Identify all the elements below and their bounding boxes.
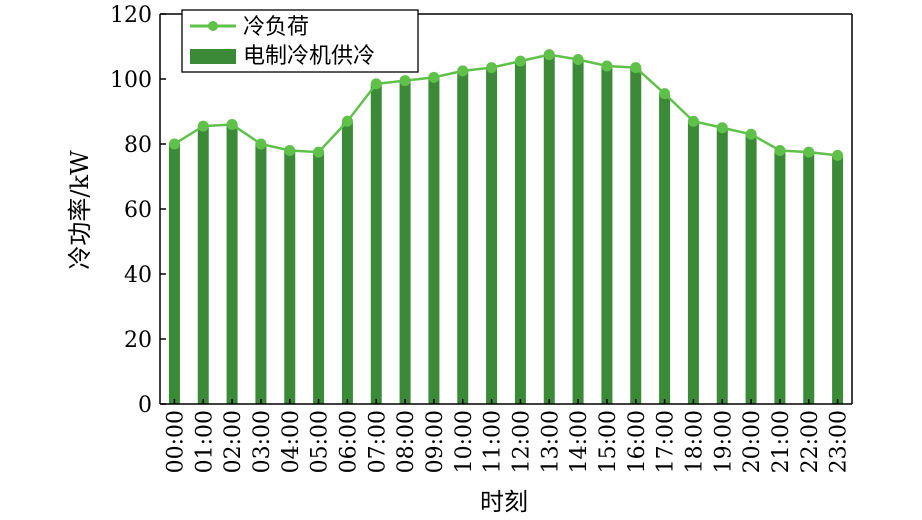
cooling-load-point-0800: [399, 75, 411, 87]
bar-1800: [687, 121, 699, 404]
x-tick-label-1400: 14:00: [567, 410, 592, 473]
x-tick-label-0200: 02:00: [221, 410, 246, 473]
x-tick-label-1700: 17:00: [654, 410, 679, 473]
x-tick-label-1000: 10:00: [452, 410, 477, 473]
bar-1000: [457, 70, 469, 404]
bar-0600: [341, 121, 353, 404]
bar-0700: [370, 83, 382, 404]
x-tick-label-2200: 22:00: [798, 410, 823, 473]
x-tick-label-1800: 18:00: [682, 410, 707, 473]
bar-1300: [543, 54, 555, 404]
y-tick-label-0: 0: [138, 393, 152, 418]
y-axis-title: 冷功率/kW: [66, 150, 94, 270]
cooling-load-point-1100: [486, 62, 498, 74]
bar-2300: [832, 155, 844, 404]
y-tick-label-100: 100: [110, 68, 152, 93]
x-tick-label-0500: 05:00: [308, 410, 333, 473]
y-tick-label-120: 120: [110, 3, 152, 28]
bar-0800: [399, 80, 411, 404]
y-tick-label-20: 20: [124, 328, 152, 353]
x-tick-label-0800: 08:00: [394, 410, 419, 473]
x-tick-label-0900: 09:00: [423, 410, 448, 473]
cooling-load-point-1000: [457, 65, 469, 77]
bar-0100: [197, 126, 209, 404]
legend-bar-swatch: [190, 49, 236, 64]
bar-1900: [716, 127, 728, 404]
x-tick-label-0400: 04:00: [279, 410, 304, 473]
cooling-load-point-0700: [370, 78, 382, 90]
x-tick-label-0600: 06:00: [336, 410, 361, 473]
bar-2100: [774, 150, 786, 404]
bar-1200: [514, 61, 526, 404]
x-tick-label-2000: 20:00: [740, 410, 765, 473]
cooling-load-point-0900: [428, 71, 440, 83]
bar-1700: [659, 93, 671, 404]
cooling-load-point-0400: [284, 145, 296, 156]
bar-0000: [168, 144, 180, 404]
x-tick-label-2100: 21:00: [769, 410, 794, 473]
x-tick-label-2300: 23:00: [827, 410, 852, 473]
legend: 冷负荷 电制冷机供冷: [181, 9, 419, 73]
bar-group: [168, 54, 844, 404]
x-tick-label-1300: 13:00: [538, 410, 563, 473]
axes: 0 20 40 60 80 100 120 00:00 01:00 02:00 03:00 04:00…: [110, 3, 853, 473]
x-axis-title: 时刻: [480, 488, 528, 516]
cooling-load-point-1500: [601, 60, 613, 72]
legend-line-marker: [208, 21, 218, 31]
y-tick-label-80: 80: [124, 133, 152, 158]
bar-0900: [428, 77, 440, 404]
y-tick-label-40: 40: [124, 263, 152, 288]
bar-2000: [745, 134, 757, 404]
bar-2200: [803, 152, 815, 404]
x-tick-label-0300: 03:00: [250, 410, 275, 473]
cooling-load-point-0500: [313, 146, 325, 158]
cooling-load-point-1600: [630, 62, 642, 74]
bar-0500: [313, 152, 325, 404]
cooling-load-point-1300: [543, 49, 555, 61]
x-tick-label-1500: 15:00: [596, 410, 621, 473]
cooling-load-point-0000: [168, 138, 180, 150]
x-tick-label-1600: 16:00: [625, 410, 650, 473]
x-tick-label-0100: 01:00: [192, 410, 217, 473]
line-group: [168, 49, 844, 161]
cooling-load-point-1700: [659, 88, 671, 100]
x-tick-label-1200: 12:00: [509, 410, 534, 473]
cooling-load-point-2100: [774, 145, 786, 156]
bar-1500: [601, 66, 613, 404]
y-tick-label-60: 60: [124, 198, 152, 223]
cooling-load-point-1400: [572, 54, 584, 65]
legend-label-cooling-load: 冷负荷: [243, 15, 309, 40]
cooling-load-point-2200: [803, 146, 815, 158]
bar-1400: [572, 59, 584, 404]
x-tick-label-1100: 11:00: [481, 410, 506, 473]
x-tick-label-0000: 00:00: [163, 410, 188, 473]
cooling-load-point-0600: [341, 115, 353, 127]
x-tick-label-1900: 19:00: [711, 410, 736, 473]
bar-0200: [226, 124, 238, 404]
cooling-load-point-0100: [197, 120, 209, 132]
cooling-load-point-2300: [832, 149, 844, 161]
bar-0300: [255, 144, 267, 404]
legend-label-electric-chiller: 电制冷机供冷: [243, 44, 375, 69]
bar-0400: [284, 150, 296, 404]
cooling-load-point-0300: [255, 138, 267, 150]
x-tick-label-0700: 07:00: [365, 410, 390, 473]
bar-1100: [486, 67, 498, 404]
cooling-load-point-1200: [514, 55, 526, 67]
cooling-load-point-0200: [226, 119, 238, 130]
cooling-load-point-1900: [716, 122, 728, 134]
bar-1600: [630, 67, 642, 404]
cooling-load-point-2000: [745, 128, 757, 140]
cooling-load-point-1800: [687, 115, 699, 127]
